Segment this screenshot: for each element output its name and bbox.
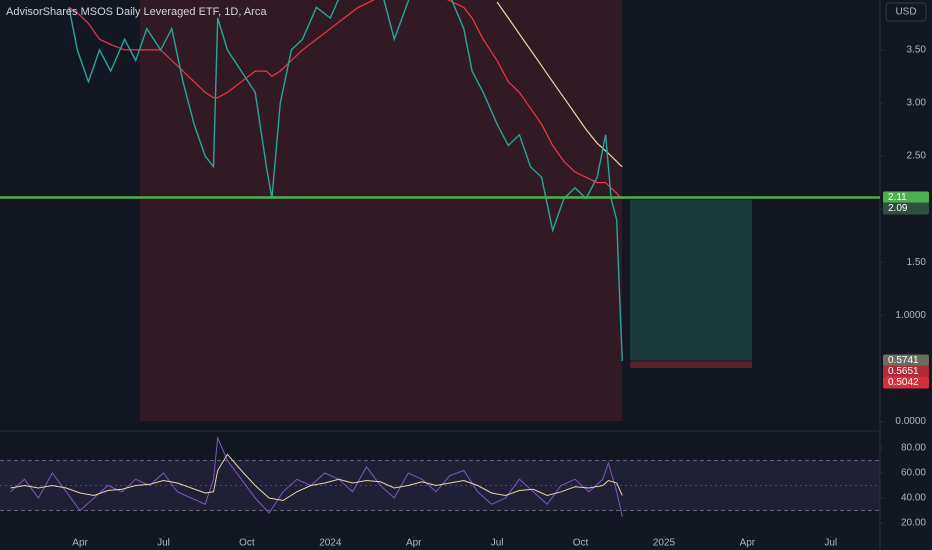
x-tick-label: Apr: [406, 538, 422, 549]
x-tick-label: Jul: [491, 538, 504, 549]
x-tick-label: Apr: [740, 538, 756, 549]
y-tick-label: 1.50: [907, 257, 927, 268]
y-tick-label: 2.50: [907, 151, 927, 162]
position-zone: [630, 361, 753, 368]
price-label: 2.09: [888, 203, 908, 214]
price-label: 2.11: [888, 192, 907, 203]
rsi-tick-label: 60.00: [901, 468, 926, 479]
rsi-tick-label: 40.00: [901, 493, 926, 504]
x-tick-label: Jul: [157, 538, 170, 549]
x-tick-label: Oct: [573, 538, 589, 549]
rsi-line: [10, 436, 623, 517]
x-tick-label: 2025: [653, 538, 676, 549]
x-tick-label: Apr: [72, 538, 88, 549]
y-tick-label: 3.50: [907, 45, 927, 56]
rsi-ma: [10, 453, 623, 502]
x-tick-label: Jul: [824, 538, 837, 549]
price-label-bg: [883, 354, 929, 367]
price-label-bg: [883, 376, 929, 389]
x-tick-label: 2024: [319, 538, 342, 549]
price-label: 0.5042: [888, 377, 919, 388]
price-label-bg: [883, 191, 929, 204]
y-tick-label: 1.0000: [895, 310, 926, 321]
rsi-tick-label: 80.00: [901, 443, 926, 454]
price-label-bg: [883, 365, 929, 378]
y-tick-label: 0.0000: [895, 416, 926, 427]
currency-button[interactable]: [885, 2, 927, 22]
position-zone: [630, 199, 753, 361]
price-label-bg: [883, 202, 929, 215]
price-label: 0.5741: [888, 355, 919, 366]
rsi-tick-label: 20.00: [901, 518, 926, 529]
price-label: 0.5651: [888, 366, 919, 377]
moving-average: [496, 1, 623, 168]
y-tick-label: 3.00: [907, 98, 927, 109]
x-tick-label: Oct: [239, 538, 255, 549]
currency[interactable]: USD: [895, 7, 916, 18]
chart-title: AdvisorShares MSOS Daily Leveraged ETF, …: [6, 6, 267, 18]
range-highlight: [140, 0, 622, 421]
